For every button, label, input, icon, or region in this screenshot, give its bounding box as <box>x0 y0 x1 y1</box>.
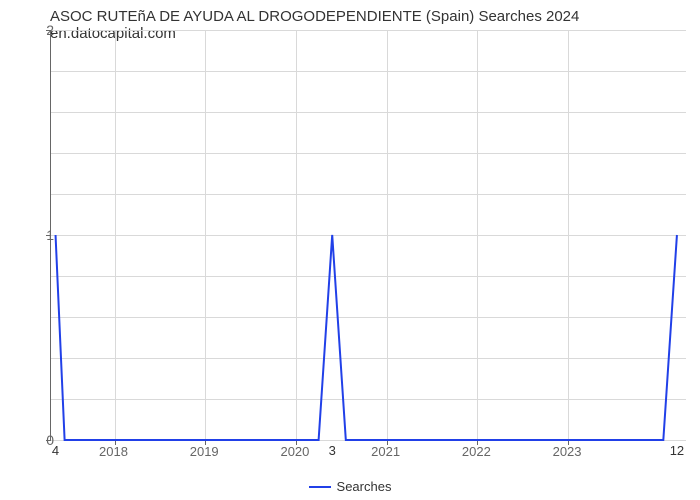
data-point-label: 3 <box>329 443 336 458</box>
plot-area: 4312 <box>50 30 686 441</box>
xtick-label: 2021 <box>371 444 400 459</box>
ytick-label: 1 <box>46 227 54 243</box>
xtick-label: 2019 <box>190 444 219 459</box>
series-polyline <box>56 235 677 440</box>
xtick-label: 2020 <box>280 444 309 459</box>
data-point-label: 12 <box>670 443 684 458</box>
legend-swatch <box>309 486 331 488</box>
legend-label: Searches <box>337 479 392 494</box>
xtick-label: 2022 <box>462 444 491 459</box>
ytick-label: 0 <box>46 432 54 448</box>
legend: Searches <box>0 475 700 495</box>
data-series-line <box>51 30 686 440</box>
xtick-label: 2023 <box>553 444 582 459</box>
legend-item: Searches <box>309 479 392 494</box>
xtick-label: 2018 <box>99 444 128 459</box>
ytick-label: 2 <box>46 22 54 38</box>
